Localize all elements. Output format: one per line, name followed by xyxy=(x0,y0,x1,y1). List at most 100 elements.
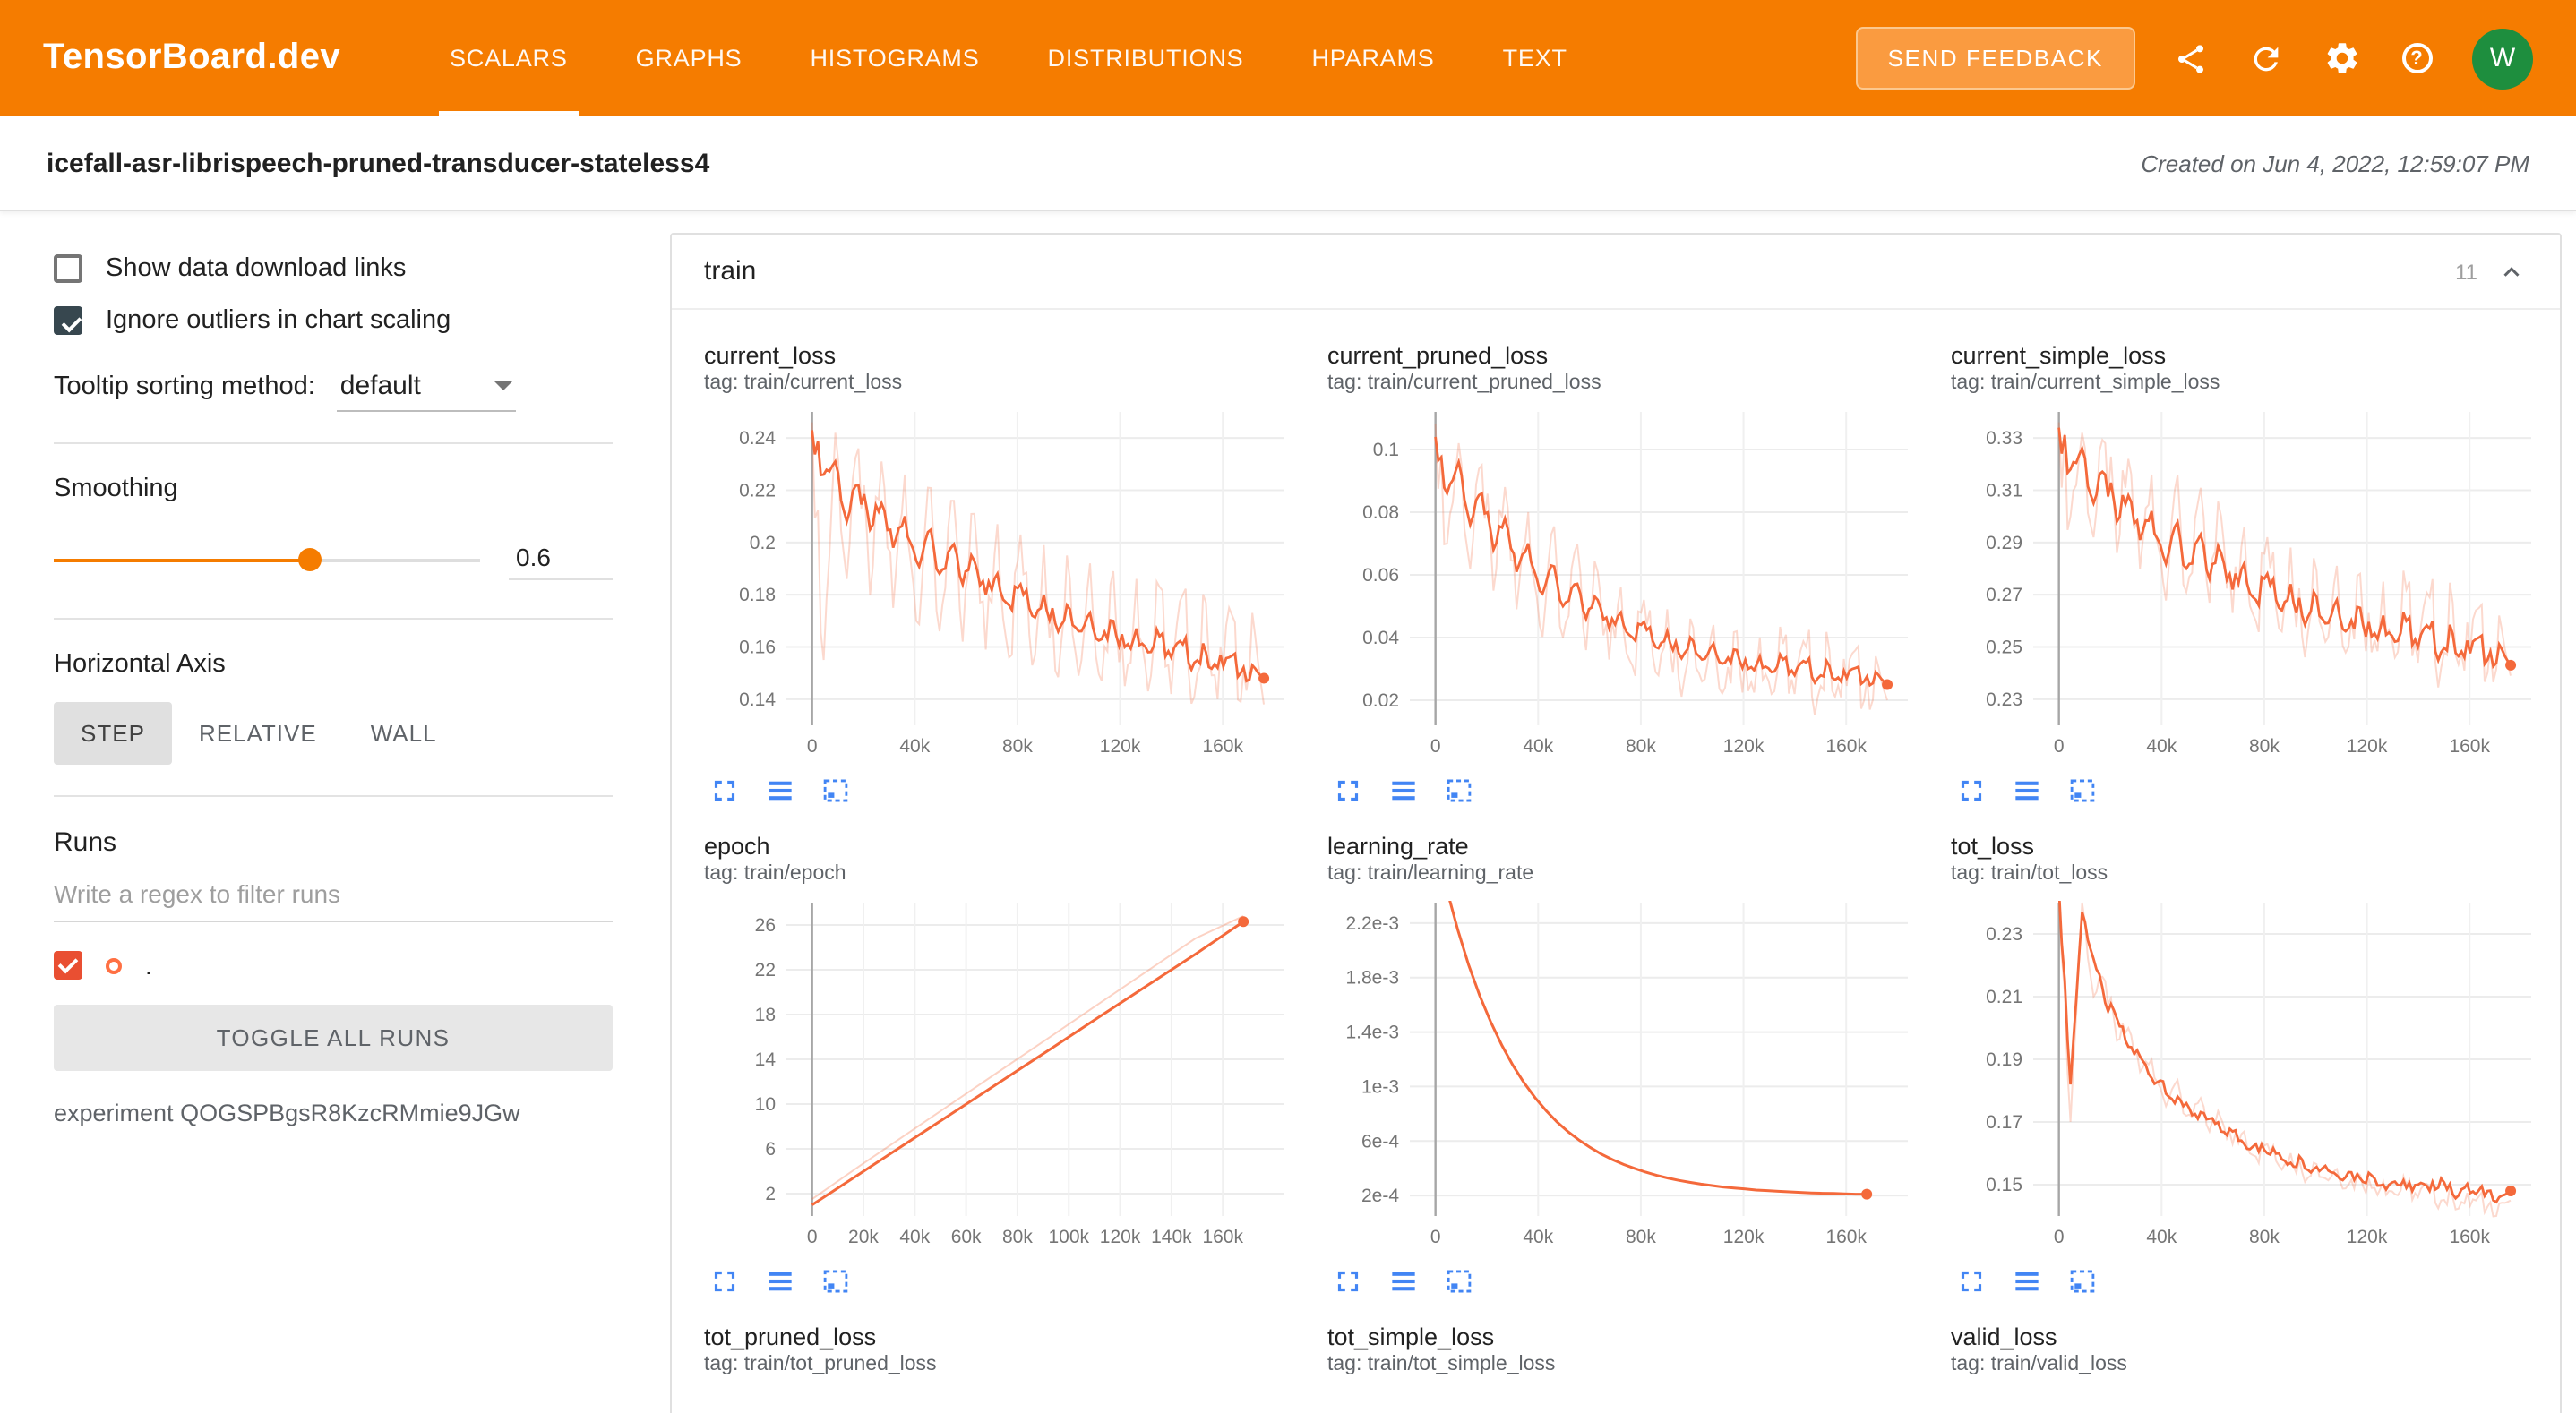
data-table-icon[interactable] xyxy=(2010,1264,2044,1298)
nav-tabs: SCALARS GRAPHS HISTOGRAMS DISTRIBUTIONS … xyxy=(416,0,1601,116)
svg-text:160k: 160k xyxy=(1825,736,1867,757)
main-content: train 11 current_loss tag: train/current… xyxy=(666,211,2576,1413)
divider xyxy=(54,795,613,797)
chart-actions xyxy=(1951,1259,2542,1309)
svg-text:20k: 20k xyxy=(848,1227,879,1247)
svg-text:0.33: 0.33 xyxy=(1986,428,2022,449)
tab-histograms[interactable]: HISTOGRAMS xyxy=(810,45,980,72)
chart-plot[interactable] xyxy=(1951,1383,2488,1413)
run-checkbox[interactable] xyxy=(54,951,82,980)
show-download-links-label: Show data download links xyxy=(106,254,407,283)
svg-text:0.06: 0.06 xyxy=(1362,565,1399,586)
chart-plot[interactable]: 0.14 0.16 0.18 0.2 0.22 0.24 0 40k 80k 120k 160k xyxy=(704,401,1295,768)
svg-text:100k: 100k xyxy=(1048,1227,1089,1247)
chart-plot[interactable] xyxy=(704,1383,1241,1413)
chart-tag: tag: train/tot_simple_loss xyxy=(1327,1354,1556,1375)
svg-text:26: 26 xyxy=(755,915,776,936)
svg-text:140k: 140k xyxy=(1151,1227,1192,1247)
data-table-icon[interactable] xyxy=(1387,774,1421,808)
chart-tag: tag: train/tot_loss xyxy=(1951,863,2108,885)
send-feedback-button[interactable]: SEND FEEDBACK xyxy=(1855,27,2135,90)
fit-domain-icon[interactable] xyxy=(819,774,853,808)
chart-plot[interactable] xyxy=(1327,1383,1865,1413)
toggle-all-runs-button[interactable]: TOGGLE ALL RUNS xyxy=(54,1005,613,1071)
smoothing-slider-thumb[interactable] xyxy=(297,548,322,571)
ignore-outliers-label: Ignore outliers in chart scaling xyxy=(106,306,451,335)
chart-tag: tag: train/learning_rate xyxy=(1327,863,1534,885)
tab-scalars[interactable]: SCALARS xyxy=(416,0,602,116)
svg-text:80k: 80k xyxy=(1626,1227,1656,1247)
experiment-title: icefall-asr-librispeech-pruned-transduce… xyxy=(47,148,710,178)
help-icon[interactable]: ? xyxy=(2397,39,2436,78)
smoothing-slider[interactable] xyxy=(54,548,480,571)
tooltip-sorting-select[interactable]: default xyxy=(336,371,516,412)
chart-title: current_simple_loss xyxy=(1951,342,2167,369)
svg-text:0: 0 xyxy=(807,736,818,757)
svg-text:0.24: 0.24 xyxy=(739,428,776,449)
expand-chart-icon[interactable] xyxy=(1954,1264,1988,1298)
tab-text[interactable]: TEXT xyxy=(1502,45,1567,72)
chart-panel: current_loss tag: train/current_loss 0.1… xyxy=(686,328,1309,818)
chart-panel: tot_pruned_loss tag: train/tot_pruned_lo… xyxy=(686,1309,1309,1413)
fit-domain-icon[interactable] xyxy=(819,1264,853,1298)
chart-plot[interactable]: 0.02 0.04 0.06 0.08 0.1 0 40k 80k 120k 160k xyxy=(1327,401,1919,768)
chart-tag: tag: train/epoch xyxy=(704,863,846,885)
refresh-icon[interactable] xyxy=(2246,39,2286,78)
axis-relative-button[interactable]: RELATIVE xyxy=(198,720,317,747)
chart-plot[interactable]: 2e-4 6e-4 1e-3 1.4e-3 1.8e-3 2.2e-3 0 40k 80k 120… xyxy=(1327,892,1919,1259)
svg-text:120k: 120k xyxy=(1723,1227,1765,1247)
tab-hparams[interactable]: HPARAMS xyxy=(1311,45,1435,72)
svg-text:0.16: 0.16 xyxy=(739,638,776,658)
experiment-header: icefall-asr-librispeech-pruned-transduce… xyxy=(0,116,2576,211)
chart-plot[interactable]: 0.23 0.25 0.27 0.29 0.31 0.33 0 40k 80k 120k 160k xyxy=(1951,401,2542,768)
expand-chart-icon[interactable] xyxy=(708,1264,742,1298)
svg-text:2.2e-3: 2.2e-3 xyxy=(1345,913,1399,934)
user-avatar[interactable]: W xyxy=(2472,28,2533,89)
smoothing-track-fill xyxy=(54,558,310,561)
chart-plot[interactable]: 0.15 0.17 0.19 0.21 0.23 0 40k 80k 120k 160k xyxy=(1951,892,2542,1259)
run-list-item: . xyxy=(54,951,613,980)
svg-text:160k: 160k xyxy=(2449,1227,2490,1247)
chart-title: current_loss xyxy=(704,342,837,369)
smoothing-value-field[interactable]: 0.6 xyxy=(509,539,613,580)
train-card-header[interactable]: train 11 xyxy=(672,235,2560,310)
settings-gear-icon[interactable] xyxy=(2322,39,2361,78)
svg-text:0.04: 0.04 xyxy=(1362,628,1399,648)
fit-domain-icon[interactable] xyxy=(2065,774,2099,808)
collapse-chevron-icon[interactable] xyxy=(2495,255,2528,287)
svg-text:0: 0 xyxy=(2054,736,2065,757)
expand-chart-icon[interactable] xyxy=(1954,774,1988,808)
data-table-icon[interactable] xyxy=(2010,774,2044,808)
settings-sidebar: Show data download links Ignore outliers… xyxy=(0,211,666,1413)
runs-filter-input[interactable] xyxy=(54,858,613,922)
chart-tag: tag: train/current_loss xyxy=(704,373,903,394)
tab-graphs[interactable]: GRAPHS xyxy=(635,45,743,72)
expand-chart-icon[interactable] xyxy=(1331,774,1365,808)
share-icon[interactable] xyxy=(2171,39,2211,78)
fit-domain-icon[interactable] xyxy=(1442,774,1476,808)
expand-chart-icon[interactable] xyxy=(708,774,742,808)
chart-actions xyxy=(704,768,1295,818)
svg-text:1.4e-3: 1.4e-3 xyxy=(1345,1023,1399,1043)
expand-chart-icon[interactable] xyxy=(1331,1264,1365,1298)
fit-domain-icon[interactable] xyxy=(2065,1264,2099,1298)
fit-domain-icon[interactable] xyxy=(1442,1264,1476,1298)
data-table-icon[interactable] xyxy=(763,774,797,808)
chart-title: epoch xyxy=(704,833,770,860)
app-bar: TensorBoard.dev SCALARS GRAPHS HISTOGRAM… xyxy=(0,0,2576,116)
axis-wall-button[interactable]: WALL xyxy=(370,720,437,747)
ignore-outliers-checkbox[interactable] xyxy=(54,306,82,335)
show-download-links-checkbox[interactable] xyxy=(54,254,82,283)
svg-text:6e-4: 6e-4 xyxy=(1361,1131,1399,1152)
data-table-icon[interactable] xyxy=(763,1264,797,1298)
brand-logo[interactable]: TensorBoard.dev xyxy=(43,38,340,77)
svg-text:120k: 120k xyxy=(1723,736,1765,757)
data-table-icon[interactable] xyxy=(1387,1264,1421,1298)
experiment-id-note: experiment QOGSPBgsR8KzcRMmie9JGw xyxy=(54,1100,520,1126)
axis-step-button[interactable]: STEP xyxy=(54,702,172,765)
chevron-down-icon xyxy=(494,381,512,390)
tab-distributions[interactable]: DISTRIBUTIONS xyxy=(1047,45,1244,72)
svg-text:0.02: 0.02 xyxy=(1362,690,1399,711)
svg-text:0.27: 0.27 xyxy=(1986,585,2022,605)
